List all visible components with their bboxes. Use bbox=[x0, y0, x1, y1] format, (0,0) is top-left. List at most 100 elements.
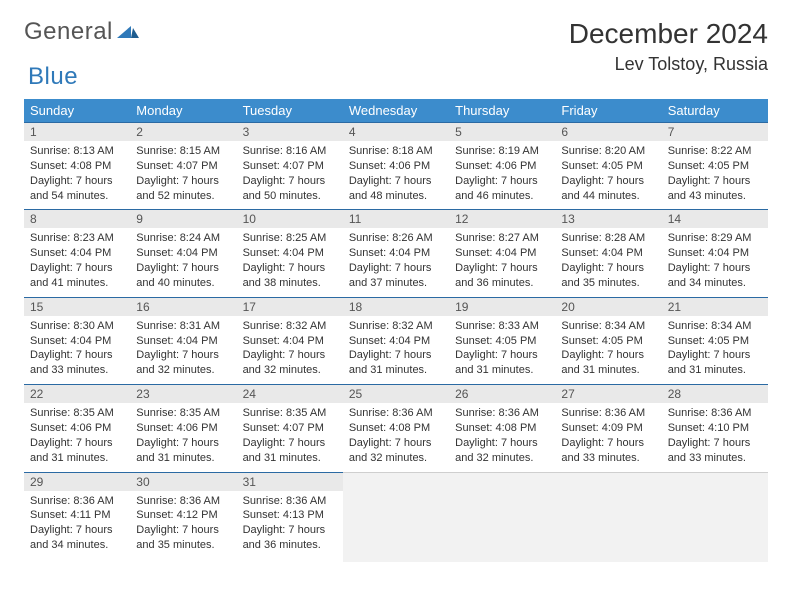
day-number: 16 bbox=[130, 298, 236, 316]
day-details: Sunrise: 8:18 AMSunset: 4:06 PMDaylight:… bbox=[343, 141, 449, 209]
day-details: Sunrise: 8:35 AMSunset: 4:07 PMDaylight:… bbox=[237, 403, 343, 471]
calendar-cell: 22Sunrise: 8:35 AMSunset: 4:06 PMDayligh… bbox=[24, 384, 130, 471]
day-details: Sunrise: 8:22 AMSunset: 4:05 PMDaylight:… bbox=[662, 141, 768, 209]
calendar-cell-empty bbox=[555, 472, 661, 562]
day-number: 15 bbox=[24, 298, 130, 316]
day-details: Sunrise: 8:20 AMSunset: 4:05 PMDaylight:… bbox=[555, 141, 661, 209]
day-header: Thursday bbox=[449, 99, 555, 122]
day-details: Sunrise: 8:36 AMSunset: 4:10 PMDaylight:… bbox=[662, 403, 768, 471]
day-number: 5 bbox=[449, 123, 555, 141]
day-number: 12 bbox=[449, 210, 555, 228]
calendar-cell: 9Sunrise: 8:24 AMSunset: 4:04 PMDaylight… bbox=[130, 209, 236, 296]
day-header: Tuesday bbox=[237, 99, 343, 122]
calendar-row: 22Sunrise: 8:35 AMSunset: 4:06 PMDayligh… bbox=[24, 384, 768, 471]
day-details: Sunrise: 8:32 AMSunset: 4:04 PMDaylight:… bbox=[343, 316, 449, 384]
day-number: 20 bbox=[555, 298, 661, 316]
calendar-cell: 23Sunrise: 8:35 AMSunset: 4:06 PMDayligh… bbox=[130, 384, 236, 471]
day-header: Wednesday bbox=[343, 99, 449, 122]
calendar-cell: 3Sunrise: 8:16 AMSunset: 4:07 PMDaylight… bbox=[237, 122, 343, 209]
day-number: 17 bbox=[237, 298, 343, 316]
day-details: Sunrise: 8:36 AMSunset: 4:11 PMDaylight:… bbox=[24, 491, 130, 559]
day-details: Sunrise: 8:32 AMSunset: 4:04 PMDaylight:… bbox=[237, 316, 343, 384]
day-number: 22 bbox=[24, 385, 130, 403]
day-header: Sunday bbox=[24, 99, 130, 122]
calendar-cell: 25Sunrise: 8:36 AMSunset: 4:08 PMDayligh… bbox=[343, 384, 449, 471]
calendar-cell-empty bbox=[662, 472, 768, 562]
day-number: 8 bbox=[24, 210, 130, 228]
day-details: Sunrise: 8:31 AMSunset: 4:04 PMDaylight:… bbox=[130, 316, 236, 384]
day-details: Sunrise: 8:23 AMSunset: 4:04 PMDaylight:… bbox=[24, 228, 130, 296]
day-number: 28 bbox=[662, 385, 768, 403]
day-details: Sunrise: 8:15 AMSunset: 4:07 PMDaylight:… bbox=[130, 141, 236, 209]
day-number: 23 bbox=[130, 385, 236, 403]
location-subtitle: Lev Tolstoy, Russia bbox=[569, 54, 768, 75]
day-number: 14 bbox=[662, 210, 768, 228]
day-header: Friday bbox=[555, 99, 661, 122]
day-number: 31 bbox=[237, 473, 343, 491]
month-title: December 2024 bbox=[569, 18, 768, 50]
day-number: 6 bbox=[555, 123, 661, 141]
day-details: Sunrise: 8:35 AMSunset: 4:06 PMDaylight:… bbox=[130, 403, 236, 471]
calendar-cell: 19Sunrise: 8:33 AMSunset: 4:05 PMDayligh… bbox=[449, 297, 555, 384]
day-number: 27 bbox=[555, 385, 661, 403]
day-number: 3 bbox=[237, 123, 343, 141]
calendar-cell: 21Sunrise: 8:34 AMSunset: 4:05 PMDayligh… bbox=[662, 297, 768, 384]
day-number: 10 bbox=[237, 210, 343, 228]
calendar-row: 8Sunrise: 8:23 AMSunset: 4:04 PMDaylight… bbox=[24, 209, 768, 296]
day-number: 11 bbox=[343, 210, 449, 228]
calendar-cell: 7Sunrise: 8:22 AMSunset: 4:05 PMDaylight… bbox=[662, 122, 768, 209]
day-number: 26 bbox=[449, 385, 555, 403]
brand-word-blue: Blue bbox=[28, 63, 78, 90]
day-number: 2 bbox=[130, 123, 236, 141]
calendar-cell: 20Sunrise: 8:34 AMSunset: 4:05 PMDayligh… bbox=[555, 297, 661, 384]
brand-word-general: General bbox=[24, 18, 113, 46]
calendar-cell: 24Sunrise: 8:35 AMSunset: 4:07 PMDayligh… bbox=[237, 384, 343, 471]
calendar-cell-empty bbox=[449, 472, 555, 562]
day-details: Sunrise: 8:34 AMSunset: 4:05 PMDaylight:… bbox=[555, 316, 661, 384]
day-number: 13 bbox=[555, 210, 661, 228]
calendar-cell: 28Sunrise: 8:36 AMSunset: 4:10 PMDayligh… bbox=[662, 384, 768, 471]
day-header: Saturday bbox=[662, 99, 768, 122]
calendar-cell: 1Sunrise: 8:13 AMSunset: 4:08 PMDaylight… bbox=[24, 122, 130, 209]
calendar-cell: 2Sunrise: 8:15 AMSunset: 4:07 PMDaylight… bbox=[130, 122, 236, 209]
calendar-cell: 14Sunrise: 8:29 AMSunset: 4:04 PMDayligh… bbox=[662, 209, 768, 296]
day-details: Sunrise: 8:36 AMSunset: 4:08 PMDaylight:… bbox=[449, 403, 555, 471]
day-details: Sunrise: 8:27 AMSunset: 4:04 PMDaylight:… bbox=[449, 228, 555, 296]
page-heading: December 2024 Lev Tolstoy, Russia bbox=[569, 18, 768, 75]
calendar-body: 1Sunrise: 8:13 AMSunset: 4:08 PMDaylight… bbox=[24, 122, 768, 562]
day-details: Sunrise: 8:25 AMSunset: 4:04 PMDaylight:… bbox=[237, 228, 343, 296]
calendar-cell: 5Sunrise: 8:19 AMSunset: 4:06 PMDaylight… bbox=[449, 122, 555, 209]
day-details: Sunrise: 8:28 AMSunset: 4:04 PMDaylight:… bbox=[555, 228, 661, 296]
calendar-row: 15Sunrise: 8:30 AMSunset: 4:04 PMDayligh… bbox=[24, 297, 768, 384]
calendar-cell: 15Sunrise: 8:30 AMSunset: 4:04 PMDayligh… bbox=[24, 297, 130, 384]
brand-logo: General bbox=[24, 18, 139, 46]
day-details: Sunrise: 8:30 AMSunset: 4:04 PMDaylight:… bbox=[24, 316, 130, 384]
day-details: Sunrise: 8:36 AMSunset: 4:09 PMDaylight:… bbox=[555, 403, 661, 471]
day-header: Monday bbox=[130, 99, 236, 122]
calendar-cell: 26Sunrise: 8:36 AMSunset: 4:08 PMDayligh… bbox=[449, 384, 555, 471]
calendar-row: 1Sunrise: 8:13 AMSunset: 4:08 PMDaylight… bbox=[24, 122, 768, 209]
calendar-cell: 4Sunrise: 8:18 AMSunset: 4:06 PMDaylight… bbox=[343, 122, 449, 209]
calendar-cell: 16Sunrise: 8:31 AMSunset: 4:04 PMDayligh… bbox=[130, 297, 236, 384]
calendar-cell: 11Sunrise: 8:26 AMSunset: 4:04 PMDayligh… bbox=[343, 209, 449, 296]
calendar-row: 29Sunrise: 8:36 AMSunset: 4:11 PMDayligh… bbox=[24, 472, 768, 562]
calendar-cell: 13Sunrise: 8:28 AMSunset: 4:04 PMDayligh… bbox=[555, 209, 661, 296]
calendar-cell: 12Sunrise: 8:27 AMSunset: 4:04 PMDayligh… bbox=[449, 209, 555, 296]
day-details: Sunrise: 8:36 AMSunset: 4:12 PMDaylight:… bbox=[130, 491, 236, 559]
day-number: 30 bbox=[130, 473, 236, 491]
day-details: Sunrise: 8:36 AMSunset: 4:08 PMDaylight:… bbox=[343, 403, 449, 471]
day-details: Sunrise: 8:26 AMSunset: 4:04 PMDaylight:… bbox=[343, 228, 449, 296]
day-number: 24 bbox=[237, 385, 343, 403]
day-number: 4 bbox=[343, 123, 449, 141]
day-number: 7 bbox=[662, 123, 768, 141]
brand-mark-icon bbox=[117, 20, 139, 45]
calendar-cell: 18Sunrise: 8:32 AMSunset: 4:04 PMDayligh… bbox=[343, 297, 449, 384]
calendar-cell: 30Sunrise: 8:36 AMSunset: 4:12 PMDayligh… bbox=[130, 472, 236, 562]
calendar-cell: 31Sunrise: 8:36 AMSunset: 4:13 PMDayligh… bbox=[237, 472, 343, 562]
day-details: Sunrise: 8:13 AMSunset: 4:08 PMDaylight:… bbox=[24, 141, 130, 209]
day-number: 9 bbox=[130, 210, 236, 228]
day-number: 1 bbox=[24, 123, 130, 141]
day-details: Sunrise: 8:24 AMSunset: 4:04 PMDaylight:… bbox=[130, 228, 236, 296]
calendar-table: Sunday Monday Tuesday Wednesday Thursday… bbox=[24, 99, 768, 562]
day-details: Sunrise: 8:35 AMSunset: 4:06 PMDaylight:… bbox=[24, 403, 130, 471]
